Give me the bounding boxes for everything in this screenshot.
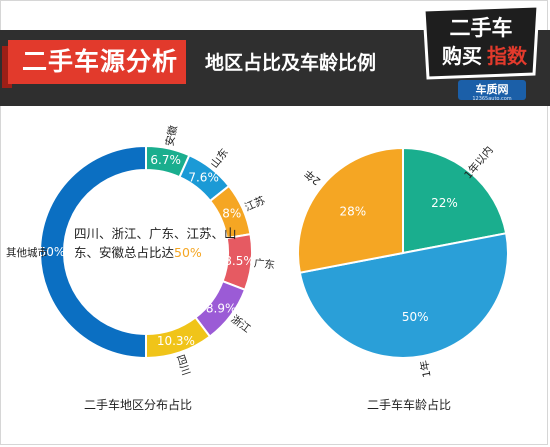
donut-value-label-1: 7.6% [188, 171, 219, 185]
donut-value-label-4: 8.9% [206, 301, 237, 315]
donut-category-label-6: 其他城市 [6, 246, 48, 259]
donut-value-label-0: 6.7% [150, 153, 181, 167]
donut-center-main: 四川、浙江、广东、江苏、山东、安徽总占比达 [74, 226, 237, 260]
donut-category-label-3: 广东 [253, 257, 275, 272]
logo-line2-a: 购买 [442, 44, 482, 68]
donut-chart-title: 二手车地区分布占比 [84, 398, 193, 412]
pie-value-label-0: 22% [431, 196, 458, 210]
donut-category-label-2: 江苏 [243, 194, 267, 214]
pie-slice-2 [297, 146, 404, 274]
donut-category-label-0: 安徽 [163, 124, 180, 148]
logo-line1: 二手车 [450, 16, 513, 40]
brand-logo: 二手车 购买 指数 车质网 12365auto.com [422, 4, 540, 102]
logo-brand: 车质网 [476, 82, 509, 96]
title-tab-shadow [2, 46, 12, 88]
donut-category-label-4: 浙江 [229, 313, 253, 336]
pie-category-label-2: 2年 [302, 167, 324, 188]
donut-category-label-5: 四川 [174, 353, 192, 377]
sub-title: 地区占比及车龄比例 [205, 52, 377, 74]
donut-value-label-3: 8.5% [224, 254, 255, 268]
donut-category-label-1: 山东 [208, 146, 231, 171]
pie-slice-0 [402, 146, 508, 255]
donut-value-label-5: 10.3% [157, 334, 195, 348]
logo-url: 12365auto.com [472, 96, 511, 102]
pie-category-label-0: 1年以内 [461, 144, 495, 182]
pie-slice-1 [298, 232, 509, 359]
pie-chart: 22%1年以内 50% 1年 28% 2年 [297, 144, 509, 378]
donut-value-label-6: 50% [39, 245, 66, 259]
logo-line2-b: 指数 [487, 44, 528, 68]
pie-category-label-1: 1年 [418, 359, 434, 378]
donut-slice-6 [39, 144, 147, 360]
pie-chart-title: 二手车车龄占比 [367, 398, 452, 412]
title-tab [8, 40, 186, 84]
pie-value-label-2: 28% [340, 205, 367, 219]
donut-center-value: 50% [174, 245, 202, 260]
main-title: 二手车源分析 [22, 47, 179, 76]
pie-value-label-1: 50% [402, 310, 429, 324]
donut-value-label-2: 8% [222, 207, 241, 221]
donut-center-text: 四川、浙江、广东、江苏、山东、安徽总占比达50% [74, 224, 244, 262]
